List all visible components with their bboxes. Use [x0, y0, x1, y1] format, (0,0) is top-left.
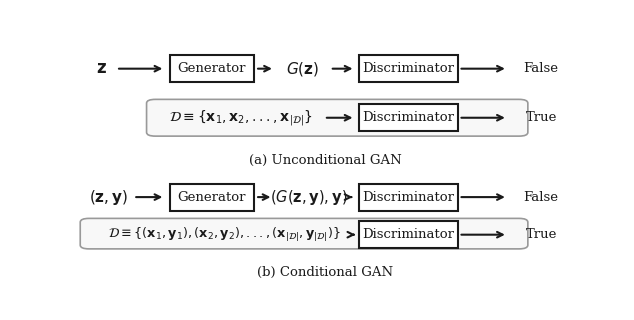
Text: $(G(\mathbf{z},\mathbf{y}),\mathbf{y})$: $(G(\mathbf{z},\mathbf{y}),\mathbf{y})$	[271, 188, 348, 207]
Text: True: True	[526, 228, 557, 241]
Bar	[359, 184, 458, 211]
Text: (b) Conditional GAN: (b) Conditional GAN	[257, 266, 393, 279]
FancyBboxPatch shape	[81, 218, 528, 249]
Bar	[359, 55, 458, 82]
Text: $\mathcal{D}\equiv\{\mathbf{x}_1,\mathbf{x}_2,...,\mathbf{x}_{|\mathcal{D}|}\}$: $\mathcal{D}\equiv\{\mathbf{x}_1,\mathbf…	[169, 108, 313, 128]
Bar	[170, 55, 254, 82]
Text: (a) Unconditional GAN: (a) Unconditional GAN	[249, 154, 401, 167]
Text: False: False	[524, 191, 559, 204]
Text: Discriminator: Discriminator	[363, 191, 455, 204]
Text: $\mathbf{z}$: $\mathbf{z}$	[96, 60, 107, 77]
Bar	[359, 104, 458, 131]
FancyBboxPatch shape	[146, 100, 528, 136]
Text: $\mathcal{D}\equiv\{(\mathbf{x}_1,\mathbf{y}_1),(\mathbf{x}_2,\mathbf{y}_2),...,: $\mathcal{D}\equiv\{(\mathbf{x}_1,\mathb…	[108, 226, 340, 244]
Text: Discriminator: Discriminator	[363, 111, 455, 124]
Text: True: True	[526, 111, 557, 124]
Bar	[170, 184, 254, 211]
Bar	[359, 221, 458, 248]
Text: $G(\mathbf{z})$: $G(\mathbf{z})$	[286, 60, 320, 78]
Text: Generator: Generator	[178, 62, 246, 75]
Text: Discriminator: Discriminator	[363, 62, 455, 75]
Text: Discriminator: Discriminator	[363, 228, 455, 241]
Text: Generator: Generator	[178, 191, 246, 204]
Text: $(\mathbf{z},\mathbf{y})$: $(\mathbf{z},\mathbf{y})$	[89, 188, 128, 207]
Text: False: False	[524, 62, 559, 75]
